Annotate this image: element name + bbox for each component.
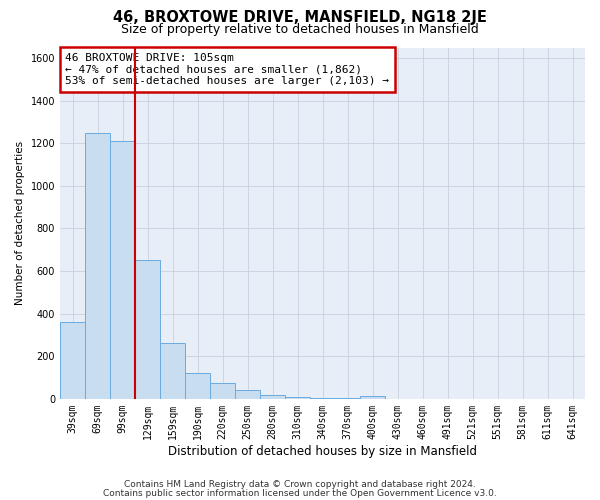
Text: Contains HM Land Registry data © Crown copyright and database right 2024.: Contains HM Land Registry data © Crown c… [124,480,476,489]
Bar [110,141,135,399]
Bar [360,396,385,399]
Y-axis label: Number of detached properties: Number of detached properties [15,141,25,305]
Bar [235,390,260,399]
Bar [210,383,235,399]
Bar [260,394,285,399]
Bar [335,398,360,399]
Text: 46, BROXTOWE DRIVE, MANSFIELD, NG18 2JE: 46, BROXTOWE DRIVE, MANSFIELD, NG18 2JE [113,10,487,25]
Bar [310,398,335,399]
Bar [160,344,185,399]
Bar [185,374,210,399]
Bar [285,396,310,399]
Text: 46 BROXTOWE DRIVE: 105sqm
← 47% of detached houses are smaller (1,862)
53% of se: 46 BROXTOWE DRIVE: 105sqm ← 47% of detac… [65,53,389,86]
Text: Contains public sector information licensed under the Open Government Licence v3: Contains public sector information licen… [103,488,497,498]
Text: Size of property relative to detached houses in Mansfield: Size of property relative to detached ho… [121,22,479,36]
X-axis label: Distribution of detached houses by size in Mansfield: Distribution of detached houses by size … [168,444,477,458]
Bar [135,260,160,399]
Bar [85,132,110,399]
Bar [60,322,85,399]
